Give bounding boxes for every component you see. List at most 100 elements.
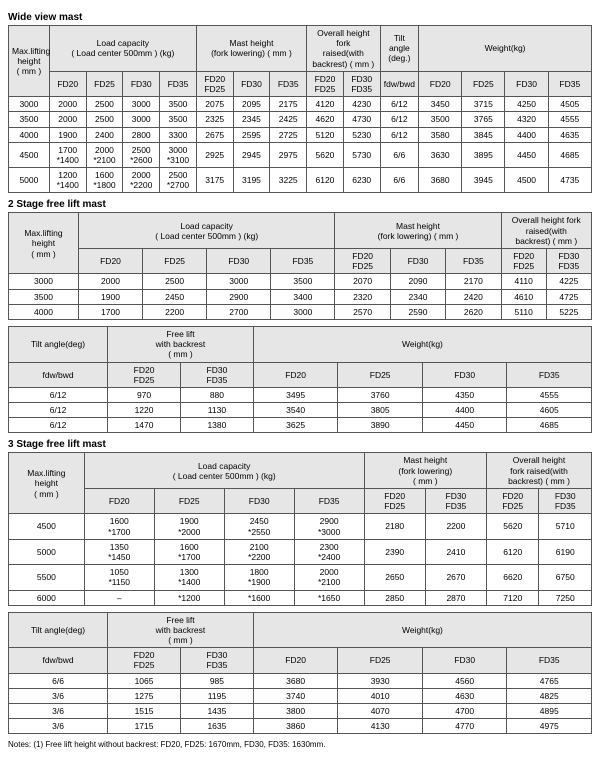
table-cell: 4555 [507,387,592,402]
h3-fd25: FD25 [154,489,224,514]
h2b-fd30: FD30 [422,362,507,387]
table-cell: 3895 [462,142,505,167]
table-stage2b: Tilt angle(deg) Free lift with backrest … [8,326,592,434]
table-cell: 6000 [9,590,85,605]
table-cell: 1195 [180,688,253,703]
table-cell: 1800 *1900 [224,565,294,590]
table-cell: 2090 [390,274,445,289]
h3-maxlift: Max.lifting height ( mm ) [9,453,85,514]
table-cell: 1600 *1800 [86,168,123,193]
table-cell: 6120 [307,168,344,193]
table-row: 6000–*1200*1600*16502850287071207250 [9,590,592,605]
h3b-fd2025: FD20 FD25 [108,648,181,673]
hdr-mastheight: Mast height (fork lowering) ( mm ) [196,26,306,72]
hdr-loadcap: Load capacity ( Load center 500mm ) (kg) [49,26,196,72]
table-cell: 5000 [9,539,85,564]
table-cell: 3760 [338,387,423,402]
h3b-fd30: FD30 [422,648,507,673]
table-cell: 2100 *2200 [224,539,294,564]
h2-fd30b: FD30 [390,249,445,274]
table-cell: 2400 [86,127,123,142]
table-cell: 3860 [253,719,338,734]
table-cell: 2200 [143,304,207,319]
table-cell: 6/12 [380,97,419,112]
hdr-weight: Weight(kg) [419,26,592,72]
table-cell: 1050 *1150 [84,565,154,590]
h3b-freelift: Free lift with backrest ( mm ) [108,612,254,648]
h2b-fd25: FD25 [338,362,423,387]
hdr-fd20: FD20 [49,71,86,96]
table-cell: 2500 *2600 [123,142,160,167]
table-cell: 4685 [548,142,591,167]
table-cell: 2850 [364,590,425,605]
hdr-overall2: Overall height fork raised(with backrest… [501,213,591,249]
h3b-fd25: FD25 [338,648,423,673]
hdr-fdwbwd: fdw/bwd [380,71,419,96]
table-cell: 4000 [9,304,79,319]
table-cell: 3715 [462,97,505,112]
table-cell: 1220 [108,403,181,418]
h3b-fd3035: FD30 FD35 [180,648,253,673]
table-cell: 6/12 [9,403,108,418]
h2b-fd3035: FD30 FD35 [180,362,253,387]
h3-loadcap: Load capacity ( Load center 500mm ) (kg) [84,453,364,489]
table-cell: – [84,590,154,605]
table-cell: 5225 [546,304,591,319]
table-row: 3000200025003000350020702090217041104225 [9,274,592,289]
table-cell: 3400 [271,289,335,304]
table-cell: 4110 [501,274,546,289]
h3-overall: Overall height fork raised(with backrest… [487,453,592,489]
table-cell: 970 [108,387,181,402]
table-cell: 3000 [9,97,50,112]
table-cell: 2800 [123,127,160,142]
table-cell: 2500 [86,97,123,112]
table-cell: 4555 [548,112,591,127]
table-cell: 5000 [9,168,50,193]
table-cell: 4730 [343,112,380,127]
table-cell: 3500 [160,97,197,112]
table-cell: 1900 *2000 [154,514,224,539]
table-cell: 3495 [253,387,338,402]
table-cell: 1635 [180,719,253,734]
table-cell: 2675 [196,127,233,142]
table-cell: 2300 *2400 [294,539,364,564]
table-cell: 1700 [78,304,142,319]
table-cell: 3/6 [9,719,108,734]
table-stage3b: Tilt angle(deg) Free lift with backrest … [8,612,592,735]
hdr-fd35b: FD35 [270,71,307,96]
table-cell: 6/6 [380,168,419,193]
table-cell: 6/12 [380,127,419,142]
table-cell: 2500 [143,274,207,289]
table-cell: 4400 [505,127,548,142]
table-cell: 2180 [364,514,425,539]
table-cell: 2900 [207,289,271,304]
table-cell: 1200 *1400 [49,168,86,193]
hdr-mastheight2: Mast height (fork lowering) ( mm ) [335,213,501,249]
table-cell: 2870 [425,590,486,605]
h2b-fd20: FD20 [253,362,338,387]
table-wide: Max.lifting height ( mm ) Load capacity … [8,25,592,193]
table-cell: 2500 *2700 [160,168,197,193]
table-cell: 4000 [9,127,50,142]
table-cell: 3500 [160,112,197,127]
table-cell: 3680 [419,168,462,193]
table-cell: 4700 [422,704,507,719]
table-cell: 4560 [422,673,507,688]
table-cell: 2200 [425,514,486,539]
h2-fd35b: FD35 [446,249,501,274]
table-cell: *1600 [224,590,294,605]
table-cell: 5110 [501,304,546,319]
table-cell: 4120 [307,97,344,112]
h3-fd30: FD30 [224,489,294,514]
table-cell: 3000 [123,97,160,112]
table-cell: 1065 [108,673,181,688]
table-cell: 2000 *2200 [123,168,160,193]
table-cell: 5120 [307,127,344,142]
table-cell: 4635 [548,127,591,142]
table-cell: 2700 [207,304,271,319]
table-cell: 3740 [253,688,338,703]
table-cell: 5620 [487,514,539,539]
table-cell: 3225 [270,168,307,193]
table-cell: 3680 [253,673,338,688]
hdr-fd30: FD30 [123,71,160,96]
